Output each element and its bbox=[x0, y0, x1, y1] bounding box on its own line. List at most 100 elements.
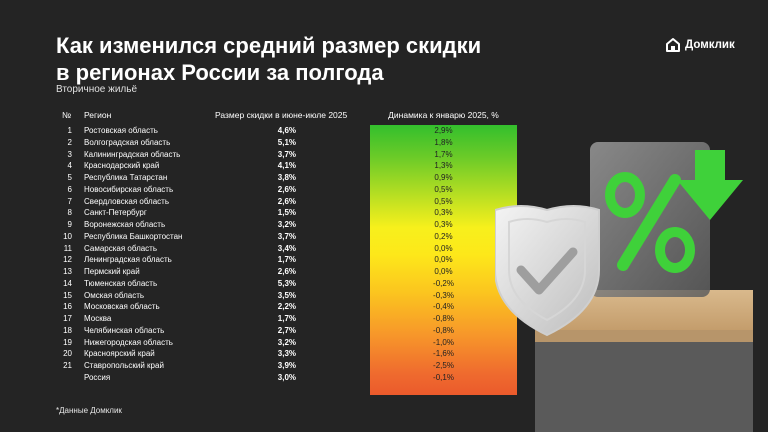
row-number: 10 bbox=[63, 231, 72, 241]
row-number: 14 bbox=[63, 278, 72, 288]
region-name: Россия bbox=[84, 372, 111, 382]
row-number: 15 bbox=[63, 290, 72, 300]
header-discount: Размер скидки в июне-июле 2025 bbox=[215, 110, 348, 120]
table-row: 15 Омская область 3,5% -0,3% bbox=[0, 290, 768, 302]
table-row: 2 Волгоградская область 5,1% 1,8% bbox=[0, 137, 768, 149]
table-row: 12 Ленинградская область 1,7% 0,0% bbox=[0, 254, 768, 266]
row-number: 7 bbox=[67, 196, 72, 206]
discount-value: 3,2% bbox=[277, 337, 296, 347]
down-arrow-icon bbox=[677, 150, 743, 220]
dynamics-value: -2,5% bbox=[433, 361, 454, 370]
region-name: Москва bbox=[84, 314, 112, 323]
dynamics-value: -0,2% bbox=[433, 278, 454, 288]
dynamics-value: 1,3% bbox=[434, 161, 453, 171]
table-row: 10 Республика Башкортостан 3,7% 0,2% bbox=[0, 231, 768, 243]
row-number: 4 bbox=[67, 161, 72, 171]
row-number: 8 bbox=[67, 208, 72, 218]
region-name: Санкт-Петербург bbox=[84, 208, 147, 218]
row-number: 9 bbox=[67, 220, 72, 229]
row-number: 1 bbox=[67, 126, 72, 135]
region-name: Краснодарский край bbox=[84, 161, 160, 171]
dynamics-value: 0,0% bbox=[434, 267, 453, 276]
table-row: 9 Воронежская область 3,2% 0,3% bbox=[0, 219, 768, 231]
row-number: 16 bbox=[63, 302, 72, 312]
dynamics-value: 0,3% bbox=[434, 220, 453, 229]
region-name: Новосибирская область bbox=[84, 184, 174, 194]
table-row: 13 Пермский край 2,6% 0,0% bbox=[0, 266, 768, 278]
region-name: Омская область bbox=[84, 290, 145, 300]
title-line-1: Как изменился средний размер скидки bbox=[56, 33, 482, 58]
dynamics-value: 0,3% bbox=[434, 208, 453, 218]
row-number: 21 bbox=[63, 361, 72, 370]
dynamics-value: 0,9% bbox=[434, 173, 453, 182]
table-row: 20 Красноярский край 3,3% -1,6% bbox=[0, 348, 768, 360]
table-row: 8 Санкт-Петербург 1,5% 0,3% bbox=[0, 207, 768, 219]
illustration bbox=[495, 142, 753, 432]
row-number: 2 bbox=[67, 137, 72, 147]
table-row: 18 Челябинская область 2,7% -0,8% bbox=[0, 325, 768, 337]
discount-value: 5,1% bbox=[277, 137, 296, 147]
region-name: Калининградская область bbox=[84, 149, 181, 159]
table-row: 3 Калининградская область 3,7% 1,7% bbox=[0, 149, 768, 161]
discount-value: 2,2% bbox=[277, 302, 296, 312]
discount-value: 3,0% bbox=[277, 372, 296, 382]
row-number: 12 bbox=[63, 255, 72, 265]
discount-value: 1,5% bbox=[277, 208, 296, 218]
row-number: 3 bbox=[67, 149, 72, 159]
table-row: 1 Ростовская область 4,6% 2,9% bbox=[0, 125, 768, 137]
region-name: Пермский край bbox=[84, 267, 140, 276]
region-name: Ростовская область bbox=[84, 126, 158, 135]
dynamics-value: -0,3% bbox=[433, 290, 454, 300]
row-number: 18 bbox=[63, 325, 72, 335]
brand-logo: Домклик bbox=[665, 37, 735, 53]
brand-name: Домклик bbox=[685, 39, 735, 51]
region-name: Тюменская область bbox=[84, 278, 158, 288]
dynamics-value: 0,2% bbox=[434, 231, 453, 241]
percent-glass-card bbox=[590, 142, 743, 297]
table-row: 7 Свердловская область 2,6% 0,5% bbox=[0, 196, 768, 208]
discount-value: 4,1% bbox=[277, 161, 296, 171]
shield-check-icon bbox=[495, 205, 600, 337]
region-name: Самарская область bbox=[84, 243, 158, 253]
row-number: 13 bbox=[63, 267, 72, 276]
discount-value: 3,7% bbox=[277, 231, 296, 241]
dynamics-value: 0,5% bbox=[434, 184, 453, 194]
dynamics-value: 0,0% bbox=[434, 255, 453, 265]
discount-value: 1,7% bbox=[277, 255, 296, 265]
dynamics-value: -0,8% bbox=[433, 325, 454, 335]
table-row: 21 Ставропольский край 3,9% -2,5% bbox=[0, 360, 768, 372]
region-name: Республика Татарстан bbox=[84, 173, 168, 182]
house-logo-icon bbox=[666, 38, 680, 52]
region-name: Ставропольский край bbox=[84, 361, 164, 370]
row-number: 19 bbox=[63, 337, 72, 347]
region-name: Волгоградская область bbox=[84, 137, 171, 147]
page-title: Как изменился средний размер скидки в ре… bbox=[56, 32, 526, 86]
discount-value: 2,6% bbox=[277, 267, 296, 276]
row-number: 5 bbox=[67, 173, 72, 182]
region-name: Республика Башкортостан bbox=[84, 231, 183, 241]
dynamics-gradient-column bbox=[370, 125, 517, 395]
table-row: Россия 3,0% -0,1% bbox=[0, 372, 768, 384]
dynamics-value: -0,8% bbox=[433, 314, 454, 323]
discount-value: 2,6% bbox=[277, 196, 296, 206]
dynamics-value: -1,6% bbox=[433, 349, 454, 359]
table-row: 16 Московская область 2,2% -0,4% bbox=[0, 301, 768, 313]
region-name: Челябинская область bbox=[84, 325, 165, 335]
discount-value: 2,7% bbox=[277, 325, 296, 335]
row-number: 6 bbox=[67, 184, 72, 194]
discount-value: 3,5% bbox=[277, 290, 296, 300]
table-row: 19 Нижегородская область 3,2% -1,0% bbox=[0, 337, 768, 349]
discount-value: 3,3% bbox=[277, 349, 296, 359]
dynamics-value: -1,0% bbox=[433, 337, 454, 347]
percent-icon bbox=[605, 172, 695, 273]
region-name: Нижегородская область bbox=[84, 337, 173, 347]
discount-value: 3,7% bbox=[277, 149, 296, 159]
discount-value: 1,7% bbox=[277, 314, 296, 323]
discount-value: 3,8% bbox=[277, 173, 296, 182]
header-region: Регион bbox=[84, 110, 112, 120]
region-name: Ленинградская область bbox=[84, 255, 172, 265]
dynamics-value: 0,5% bbox=[434, 196, 453, 206]
region-name: Свердловская область bbox=[84, 196, 169, 206]
dynamics-value: 0,0% bbox=[434, 243, 453, 253]
dynamics-value: -0,1% bbox=[433, 372, 454, 382]
